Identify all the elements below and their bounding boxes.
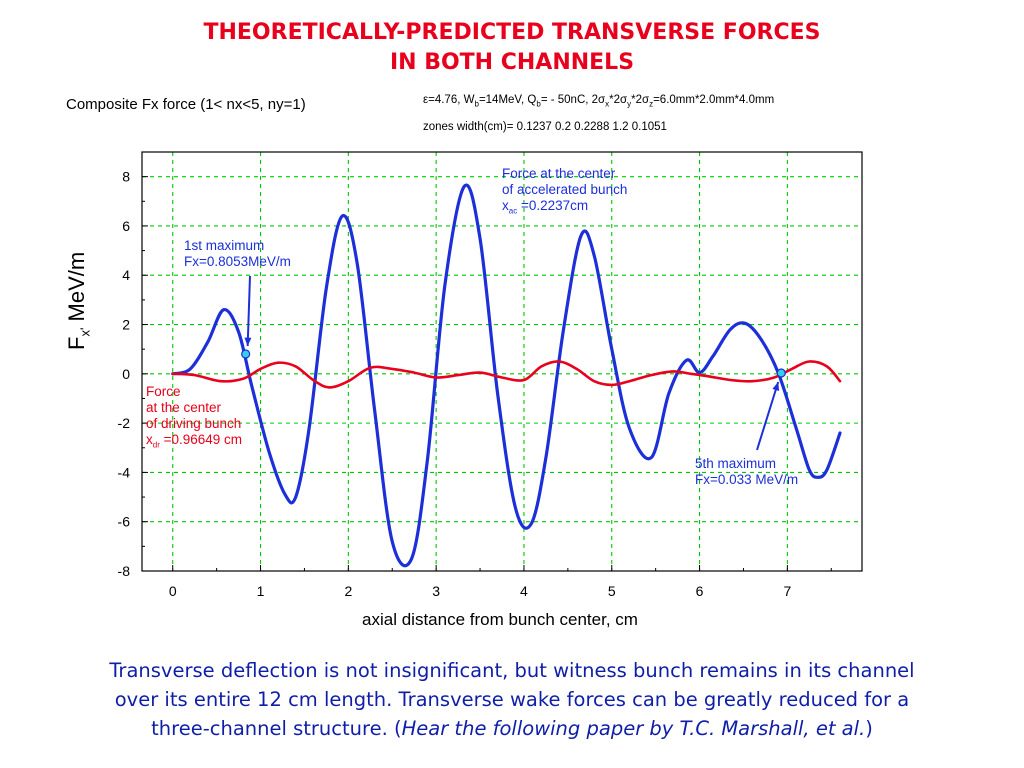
x-tick-label: 6: [696, 583, 704, 599]
param-qb: = - 50nC, 2σ: [540, 94, 606, 106]
slide-title-line-2: IN BOTH CHANNELS: [389, 50, 635, 75]
param-qb-sub: b: [536, 99, 541, 109]
y-tick-label: 6: [122, 218, 130, 234]
accel-x-sub: ac: [508, 206, 518, 216]
x-tick-label: 4: [520, 583, 528, 599]
accel-x-value: =0.2237cm: [517, 198, 589, 213]
param-wb: =14MeV, Q: [478, 94, 537, 106]
caption-line-1: Transverse deflection is not insignifica…: [109, 659, 915, 682]
first-maximum-label: 1st maximum: [184, 238, 265, 253]
accelerated-bunch-line-3: xac =0.2237cm: [502, 198, 627, 220]
x-axis-label: axial distance from bunch center, cm: [0, 610, 1024, 630]
slide-title: THEORETICALLY-PREDICTED TRANSVERSE FORCE…: [0, 18, 1024, 78]
y-tick-label: 8: [122, 169, 130, 185]
fifth-maximum-annotation: 5th maximum Fx=0.033 MeV/m: [695, 456, 798, 488]
series-line-blue: [171, 183, 842, 568]
x-axis-label-text: axial distance from bunch center, cm: [362, 610, 638, 629]
marker-layer: [241, 349, 786, 378]
y-axis-label-sub: x': [77, 327, 93, 337]
accel-x: x: [502, 198, 509, 213]
y-tick-label: 2: [122, 317, 130, 333]
first-maximum-arrow-head: [244, 337, 252, 346]
param-wb-sub: b: [474, 99, 479, 109]
x-tick-label: 5: [608, 583, 616, 599]
caption-reference: Hear the following paper by T.C. Marshal…: [401, 717, 866, 740]
y-tick-label: -8: [118, 563, 131, 579]
tick-layer: 0 1 2 3 4 5 6 7 8 6 4 2 0 -2 -4 -6 -8: [118, 169, 832, 599]
param-sy-sub: y: [627, 99, 632, 109]
slide-title-line-1: THEORETICALLY-PREDICTED TRANSVERSE FORCE…: [203, 20, 821, 45]
param-epsilon: ε=4.76, W: [423, 94, 475, 106]
caption-line-3: three-channel structure. (Hear the follo…: [0, 714, 1024, 743]
y-axis-label: Fx' MeV/m: [64, 252, 92, 350]
driving-bunch-line-1: Force: [146, 384, 181, 399]
x-tick-label: 0: [169, 583, 177, 599]
param-sz-sub: z: [649, 99, 654, 109]
series-layer: [171, 183, 842, 568]
y-axis-label-unit: MeV/m: [64, 251, 89, 328]
y-tick-label: -6: [118, 514, 131, 530]
fifth-maximum-label: 5th maximum: [695, 456, 777, 471]
caption-line-3-start: three-channel structure. (: [151, 717, 402, 740]
x-tick-label: 2: [344, 583, 352, 599]
slide-caption: Transverse deflection is not insignifica…: [0, 656, 1024, 743]
y-axis-label-main: F: [64, 336, 89, 350]
y-tick-label: 4: [122, 267, 130, 283]
driving-bunch-line-4: xdr =0.96649 cm: [146, 432, 242, 454]
accelerated-bunch-annotation: Force at the center of accelerated bunch…: [502, 166, 627, 220]
fifth-maximum-arrow-shaft: [756, 381, 780, 451]
y-tick-label: -4: [118, 464, 131, 480]
series-line-red: [171, 360, 842, 389]
arrow-layer: [244, 275, 780, 451]
drive-x: x: [146, 432, 153, 447]
y-tick-label: -2: [118, 415, 131, 431]
caption-line-2: over its entire 12 cm length. Transverse…: [114, 688, 910, 711]
chart-parameters: ε=4.76, Wb=14MeV, Qb= - 50nC, 2σx*2σy*2σ…: [423, 94, 774, 108]
x-tick-label: 7: [783, 583, 791, 599]
x-tick-label: 3: [432, 583, 440, 599]
maximum-marker-2: [776, 368, 786, 378]
accelerated-bunch-line-2: of accelerated bunch: [502, 182, 628, 197]
driving-bunch-line-2: at the center: [146, 400, 222, 415]
maximum-marker-1: [241, 349, 251, 359]
param-sy: *2σ: [631, 94, 650, 106]
param-sx-sub: x: [605, 99, 610, 109]
y-tick-label: 0: [122, 366, 130, 382]
first-maximum-value: Fx=0.8053MeV/m: [184, 254, 291, 269]
drive-x-sub: dr: [152, 440, 160, 450]
x-tick-label: 1: [257, 583, 265, 599]
zones-width: zones width(cm)= 0.1237 0.2 0.2288 1.2 0…: [423, 121, 667, 133]
fifth-maximum-arrow-head: [772, 382, 780, 391]
plot-frame: [141, 151, 863, 572]
driving-bunch-line-3: of driving bunch: [146, 416, 242, 431]
drive-x-value: =0.96649 cm: [159, 432, 243, 447]
param-sz: =6.0mm*2.0mm*4.0mm: [653, 94, 775, 106]
caption-line-3-end: ): [865, 717, 873, 740]
fifth-maximum-value: Fx=0.033 MeV/m: [695, 472, 799, 487]
first-maximum-annotation: 1st maximum Fx=0.8053MeV/m: [184, 238, 291, 270]
accelerated-bunch-line-1: Force at the center: [502, 166, 616, 181]
first-maximum-arrow-shaft: [246, 275, 251, 347]
driving-bunch-annotation: Force at the center of driving bunch xdr…: [146, 384, 242, 454]
chart-title: Composite Fx force (1< nx<5, ny=1): [66, 96, 306, 113]
param-sx: *2σ: [609, 94, 628, 106]
